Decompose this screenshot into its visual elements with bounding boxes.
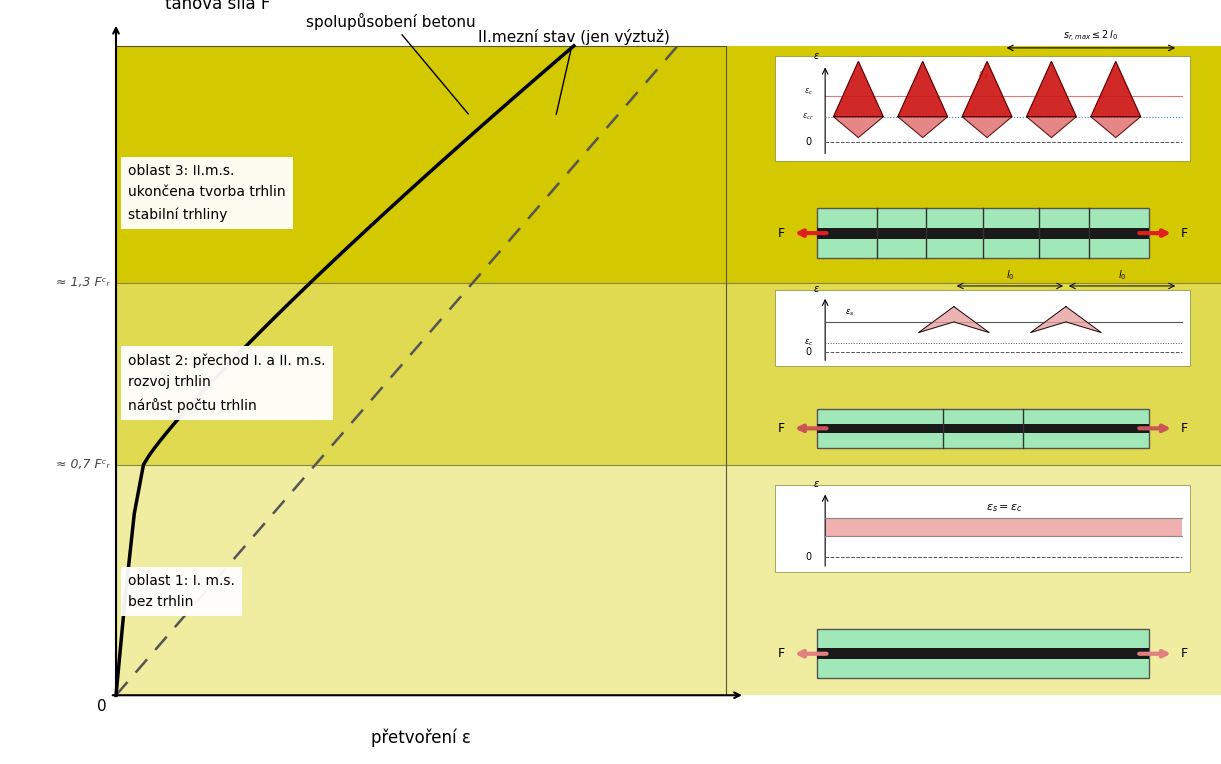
Text: $l_0$: $l_0$ — [1006, 268, 1015, 282]
Text: oblast 1: I. m.s.
bez trhlin: oblast 1: I. m.s. bez trhlin — [128, 574, 236, 610]
Text: $s_{r,max} \leq 2\, l_0$: $s_{r,max} \leq 2\, l_0$ — [1063, 28, 1118, 44]
Text: 0: 0 — [96, 699, 106, 714]
Text: tahová síla F: tahová síla F — [165, 0, 270, 13]
Bar — [817, 424, 1149, 432]
Text: $\varepsilon_s$: $\varepsilon_s$ — [845, 308, 855, 318]
Polygon shape — [962, 61, 1012, 117]
Text: oblast 3: II.m.s.
ukončena tvorba trhlin
stabilní trhliny: oblast 3: II.m.s. ukončena tvorba trhlin… — [128, 163, 286, 222]
Text: $\varepsilon$: $\varepsilon$ — [813, 479, 821, 489]
Bar — [0, 0, 116, 764]
Bar — [817, 630, 1149, 678]
Bar — [775, 57, 1190, 160]
Text: $\varepsilon_c$: $\varepsilon_c$ — [803, 338, 813, 348]
Bar — [775, 621, 1190, 686]
Text: F: F — [778, 422, 785, 435]
Text: $\varepsilon_{cr}$: $\varepsilon_{cr}$ — [802, 112, 814, 122]
Text: F: F — [1181, 422, 1188, 435]
Polygon shape — [897, 61, 947, 117]
Text: $\varepsilon_c$: $\varepsilon_c$ — [803, 87, 813, 97]
Text: 0: 0 — [806, 552, 812, 562]
Bar — [825, 518, 1182, 536]
Text: $\varepsilon_s = \varepsilon_c$: $\varepsilon_s = \varepsilon_c$ — [985, 502, 1022, 513]
Polygon shape — [834, 61, 883, 117]
Text: F: F — [778, 227, 785, 240]
Text: F: F — [1181, 227, 1188, 240]
Bar — [817, 208, 1149, 258]
Text: 0: 0 — [806, 348, 812, 358]
Polygon shape — [1090, 117, 1140, 138]
Polygon shape — [1090, 61, 1140, 117]
Text: přetvoření ε: přetvoření ε — [371, 728, 471, 746]
Bar — [817, 409, 1149, 448]
Bar — [775, 200, 1190, 267]
Text: $\varepsilon$: $\varepsilon$ — [813, 283, 821, 293]
Text: $l_0$: $l_0$ — [1117, 268, 1126, 282]
Text: $\varepsilon$: $\varepsilon$ — [813, 51, 821, 61]
Text: F: F — [778, 647, 785, 660]
Text: II.mezní stav (jen výztuž): II.mezní stav (jen výztuž) — [477, 29, 670, 115]
Bar — [817, 649, 1149, 659]
Bar — [116, 283, 1221, 465]
Polygon shape — [1027, 117, 1077, 138]
Polygon shape — [1031, 306, 1101, 332]
Text: 0: 0 — [806, 137, 812, 147]
Text: ≈ 1,3 Fᶜᵣ: ≈ 1,3 Fᶜᵣ — [56, 277, 110, 290]
Polygon shape — [834, 117, 883, 138]
Polygon shape — [897, 117, 947, 138]
Text: $\varepsilon_s$: $\varepsilon_s$ — [978, 69, 988, 81]
Bar — [817, 228, 1149, 238]
Text: ≈ 0,7 Fᶜᵣ: ≈ 0,7 Fᶜᵣ — [56, 458, 110, 471]
Bar — [775, 403, 1190, 454]
Text: F: F — [1181, 647, 1188, 660]
Bar — [775, 484, 1190, 572]
Bar — [0, 0, 1221, 46]
Bar — [116, 46, 1221, 283]
Text: oblast 2: přechod I. a II. m.s.
rozvoj trhlin
nárůst počtu trhlin: oblast 2: přechod I. a II. m.s. rozvoj t… — [128, 353, 326, 413]
Polygon shape — [918, 306, 989, 332]
Bar — [775, 290, 1190, 366]
Bar — [116, 465, 1221, 695]
Polygon shape — [1027, 61, 1077, 117]
Polygon shape — [962, 117, 1012, 138]
Text: spolupůsobení betonu: spolupůsobení betonu — [306, 13, 475, 114]
